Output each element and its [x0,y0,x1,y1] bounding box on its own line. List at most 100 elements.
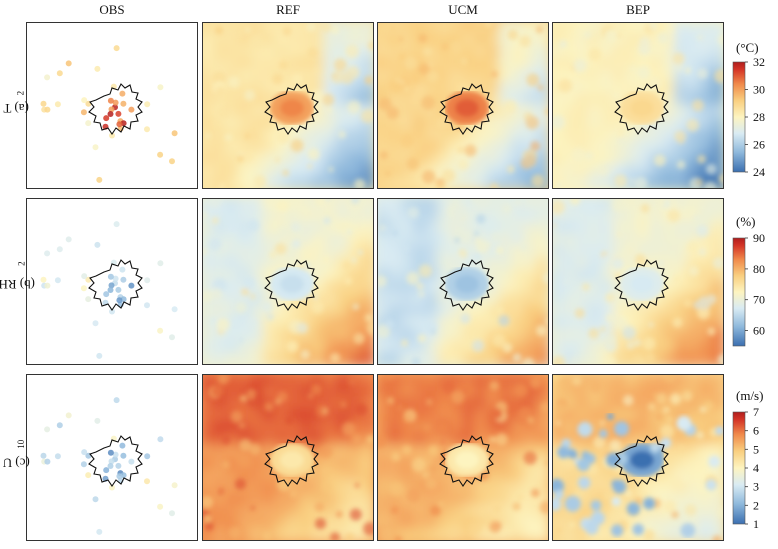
station-dot [103,291,110,298]
station-dot [169,158,175,165]
col-title-ucm: UCM [448,2,478,17]
station-dot [115,110,122,117]
colorbar-tick-label: 28 [753,110,765,124]
station-dot [169,334,175,341]
station-dot [103,467,110,474]
city-boundary [88,259,143,311]
city-boundary [264,435,319,487]
station-dot [169,510,175,517]
city-boundary [264,83,319,135]
station-dot [116,297,123,304]
panel-u10-obs [26,374,198,541]
colorbar-tick-label: 80 [753,262,765,276]
station-dot [56,422,63,429]
colorbar-tick-label: 6 [753,424,759,438]
city-boundary [88,83,143,135]
panel-u10-ref [202,374,374,541]
panel-t2-obs [26,22,198,189]
station-dot [80,109,87,116]
station-dot [96,176,103,183]
colorbar-tick-label: 30 [753,83,765,97]
city-boundary [439,259,494,311]
station-dot [109,132,115,139]
station-dot [120,100,127,107]
colorbar-tick-label: 5 [753,442,759,456]
row-label-u10: (c) U10 [2,439,30,470]
station-dot [107,449,114,456]
station-dot [120,276,127,283]
station-dot [54,453,61,460]
station-dot [44,458,51,465]
station-dot [85,472,92,479]
station-dot [113,221,120,228]
colorbar-tick-label: 26 [753,138,765,152]
station-dot [107,287,114,293]
station-dot [65,60,72,67]
colorbar-tick-label: 3 [753,480,759,494]
colorbar-2: 7 6 5 4 3 2 1 [732,405,759,531]
panel-frame [26,374,198,541]
station-dot [109,484,115,491]
panel-frame [377,198,549,365]
station-dot [65,236,72,243]
station-dot [81,273,88,280]
station-dot [128,282,135,289]
unit-rh2: (%) [736,214,756,229]
station-dot [116,473,123,480]
city-boundary [88,435,143,487]
panel-t2-ucm [377,22,549,189]
panel-t2-bep [552,22,724,189]
station-dot [40,100,47,107]
station-dot [54,277,61,284]
station-dot [81,97,88,104]
station-dot [96,352,103,359]
unit-u10: (m/s) [736,388,764,403]
panel-rh2-ucm [377,198,549,365]
station-dot [107,111,114,117]
station-dot [144,126,150,133]
colorbar-tick-label: 70 [753,293,765,307]
station-dot [113,45,120,52]
station-dot [112,99,119,106]
unit-t2: (°C) [736,40,759,55]
city-boundary [614,259,669,311]
col-title-obs: OBS [99,2,125,17]
colorbar-tick-label: 90 [753,231,765,245]
station-dot [144,478,150,485]
station-dot [85,120,92,127]
station-dot [65,412,72,419]
city-boundary [439,435,494,487]
colorbar-tick-label: 4 [753,461,759,475]
station-dot [120,452,127,459]
station-dot [40,452,47,459]
station-dot [171,130,178,137]
city-boundary [614,83,669,135]
station-dot [56,246,63,253]
station-dot [108,106,115,113]
colorbar-tick-label: 24 [753,165,765,179]
station-dot [107,97,114,104]
panel-rh2-ref [202,198,374,365]
colorbar-tick-label: 2 [753,498,759,512]
station-dot [144,302,150,309]
station-dot [44,250,51,257]
station-dot [92,320,99,327]
colorbar-tick-label: 7 [753,405,759,419]
station-dot [157,260,164,267]
station-dot [119,90,126,97]
station-dot [80,461,87,468]
colorbar-tick-label: 32 [753,55,765,69]
col-title-bep: BEP [626,2,650,17]
colorbar-0: 32 30 28 26 24 [732,55,765,179]
col-title-ref: REF [276,2,300,17]
station-dot [115,462,122,469]
panel-frame [202,374,374,541]
station-dot [115,286,122,293]
station-dot [44,282,51,289]
panel-frame [552,198,724,365]
station-dot [85,296,92,303]
station-dot [54,101,61,108]
city-boundary [264,259,319,311]
panel-u10-ucm [377,374,549,541]
